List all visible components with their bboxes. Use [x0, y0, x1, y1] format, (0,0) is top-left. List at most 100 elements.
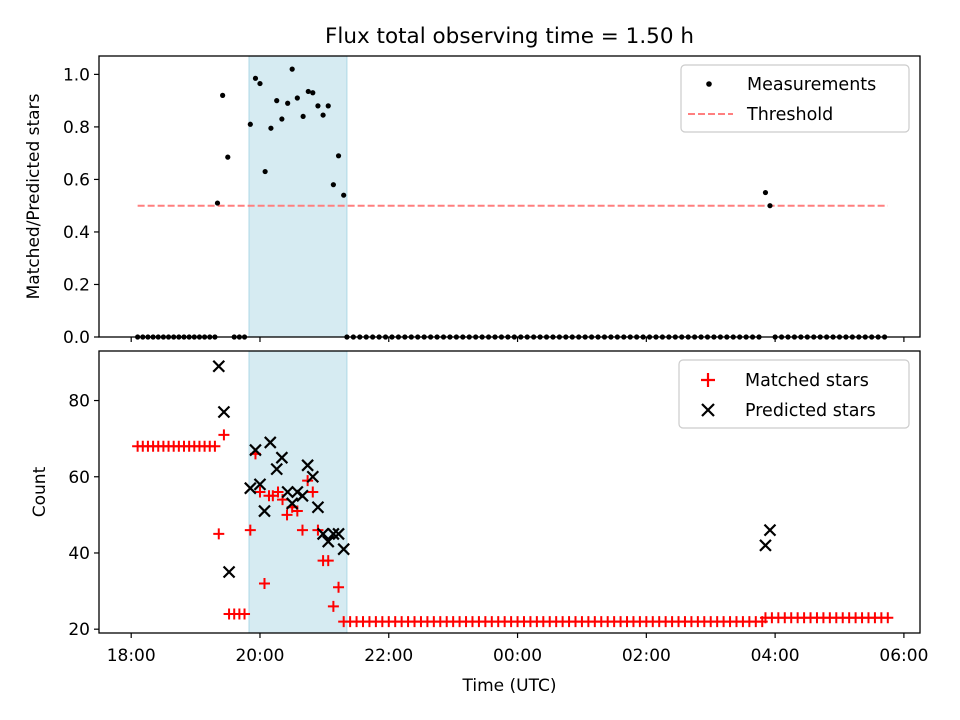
matched-star-point: [218, 429, 230, 441]
bottom-axes-frame: [98, 350, 921, 634]
chart-title: Flux total observing time = 1.50 h: [325, 24, 694, 49]
predicted-star-point: [311, 500, 325, 514]
x-tick-label: 02:00: [622, 646, 671, 666]
matched-star-point: [882, 612, 894, 624]
matched-star-point: [244, 524, 256, 536]
predicted-star-point: [281, 485, 294, 499]
measurement-point: [300, 113, 306, 120]
bottom-x-axis: 18:00 20:00 22:00 00:00 02:00 04:00 06:00: [107, 633, 928, 666]
legend-measurements-label: Measurements: [747, 75, 876, 95]
measurement-point: [310, 90, 316, 96]
predicted-star-point: [270, 462, 283, 476]
predicted-star-point: [258, 504, 271, 518]
top-y-axis: 0.0 0.2 0.4 0.6 0.8 1.0: [63, 65, 99, 348]
predicted-star-point: [222, 565, 236, 579]
predicted-star-point: [275, 451, 289, 464]
top-axes-frame: [98, 55, 921, 338]
measurement-point: [767, 203, 773, 209]
predicted-star-point: [306, 470, 320, 484]
measurement-point: [305, 88, 311, 95]
bottom-legend: Matched stars Predicted stars: [678, 359, 910, 429]
top-y-tick-label: 1.0: [63, 65, 90, 85]
predicted-star-point: [296, 489, 309, 503]
top-legend-box: [680, 64, 910, 133]
top-span-rect: [248, 55, 348, 338]
measurement-point: [325, 103, 331, 109]
x-axis-label: Time (UTC): [462, 676, 557, 696]
predicted-star-point: [249, 443, 262, 457]
measurement-point: [220, 92, 226, 98]
top-legend: Measurements Threshold: [680, 64, 910, 133]
top-highlight-span: [248, 55, 348, 338]
legend-matched-marker: [701, 373, 715, 387]
matched-star-point: [254, 486, 266, 498]
matched-star-point: [327, 600, 339, 612]
measurement-point: [274, 98, 280, 104]
bottom-y-axis-label: Count: [30, 466, 50, 517]
predicted-star-point: [244, 481, 257, 495]
bottom-panel: 20 40 60 80 18:00 20:00 22:00 00:00 02:00 04:00 0…: [30, 350, 928, 696]
measurement-point: [294, 95, 300, 101]
predicted-star-point: [253, 478, 267, 491]
predicted-stars-points: [212, 359, 777, 579]
bottom-y-tick-label: 60: [68, 468, 90, 488]
predicted-star-point: [217, 405, 231, 419]
x-tick-label: 00:00: [493, 646, 542, 666]
legend-measurement-marker: [706, 81, 712, 87]
bottom-legend-box: [678, 359, 910, 429]
measurement-point: [285, 100, 291, 106]
legend-predicted-marker: [701, 403, 715, 417]
matched-star-point: [213, 528, 225, 540]
matched-stars-points: [132, 429, 894, 628]
matched-star-point: [281, 509, 293, 521]
legend-threshold-label: Threshold: [746, 105, 833, 125]
x-tick-label: 22:00: [364, 646, 413, 666]
measurement-point: [262, 168, 268, 175]
matched-star-point: [322, 555, 334, 567]
predicted-star-point: [264, 436, 277, 449]
top-y-tick-label: 0.8: [63, 118, 90, 138]
predicted-star-point: [321, 535, 335, 548]
top-y-tick-label: 0.4: [63, 223, 90, 243]
matched-star-point: [307, 486, 319, 498]
legend-predicted-label: Predicted stars: [745, 401, 876, 421]
predicted-star-point: [212, 359, 226, 373]
measurement-point: [279, 116, 285, 122]
predicted-star-point: [763, 523, 777, 537]
measurement-point: [320, 112, 326, 118]
predicted-star-point: [285, 497, 299, 510]
matched-star-point: [296, 524, 308, 536]
measurement-point: [214, 200, 221, 206]
measurement-point: [330, 182, 336, 188]
bottom-y-axis: 20 40 60 80: [68, 392, 99, 640]
predicted-star-point: [337, 542, 350, 556]
x-tick-label: 18:00: [107, 646, 156, 666]
measurement-point: [247, 121, 253, 127]
measurement-point: [335, 153, 342, 159]
measurement-point: [289, 66, 295, 72]
matched-star-point: [239, 608, 251, 620]
top-y-tick-label: 0.2: [63, 275, 90, 295]
measurement-point: [268, 125, 274, 131]
bottom-y-tick-label: 40: [68, 544, 90, 564]
top-y-tick-label: 0.6: [63, 170, 90, 190]
bottom-y-tick-label: 80: [68, 392, 90, 412]
x-tick-label: 20:00: [235, 646, 284, 666]
measurement-point: [225, 154, 231, 160]
predicted-star-point: [316, 527, 330, 541]
top-y-tick-label: 0.0: [63, 328, 90, 348]
measurement-point: [762, 189, 769, 196]
legend-matched-label: Matched stars: [745, 371, 869, 391]
predicted-star-point: [759, 539, 772, 552]
matched-star-point: [272, 486, 284, 498]
predicted-star-point: [301, 459, 314, 472]
measurement-point: [341, 192, 347, 198]
measurement-point: [257, 80, 263, 87]
top-panel: 0.0 0.2 0.4 0.6 0.8 1.0 Matched/Predicted sta…: [24, 55, 921, 348]
x-tick-label: 06:00: [879, 646, 928, 666]
matched-star-point: [209, 440, 221, 452]
bottom-y-tick-label: 20: [68, 620, 90, 640]
measurement-point: [315, 103, 321, 109]
matched-star-point: [258, 577, 270, 589]
